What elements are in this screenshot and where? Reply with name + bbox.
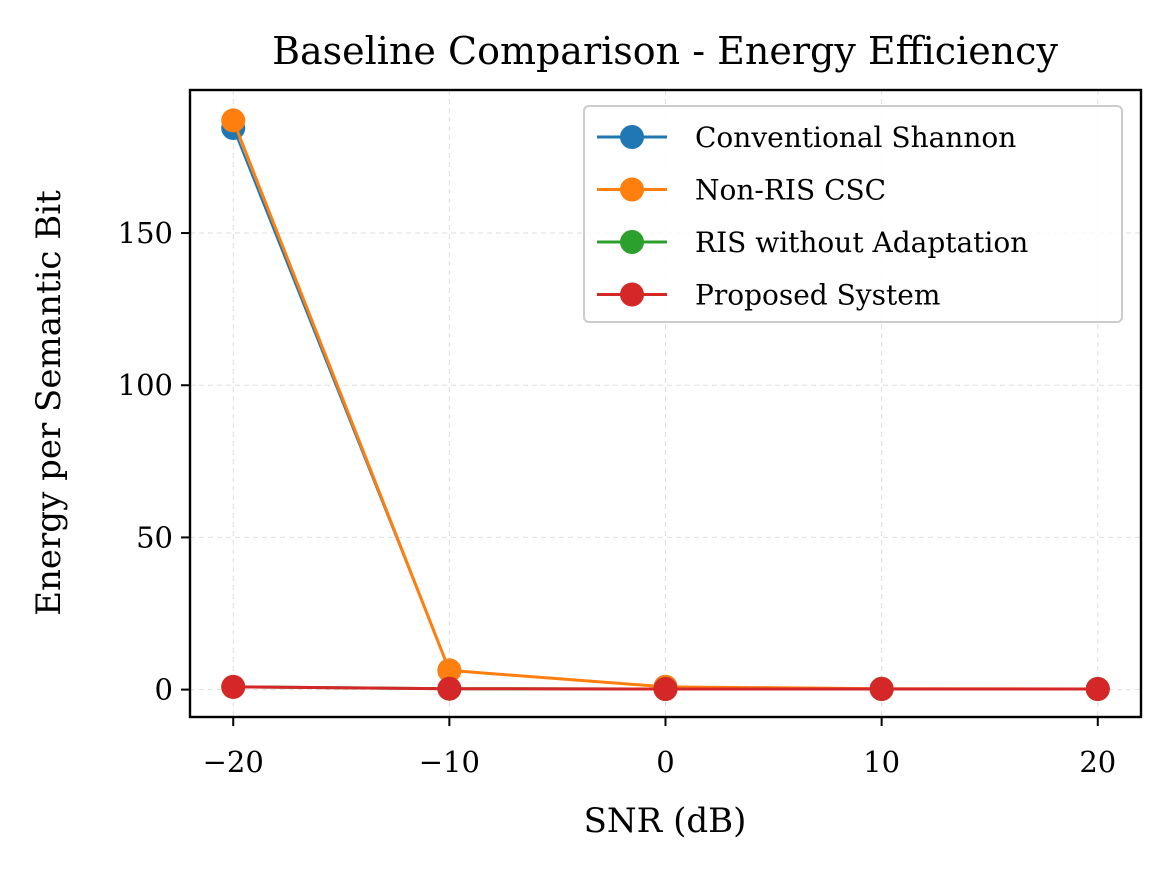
legend-entry: RIS without Adaptation [597,226,1028,259]
data-point [1085,676,1110,701]
legend-marker [620,177,644,202]
x-axis: −20 −10 0 10 20 [203,717,1116,779]
x-tick-label: −20 [203,745,264,779]
legend-label: Proposed System [695,279,940,312]
y-tick-label: 100 [118,368,173,402]
x-tick-label: 0 [656,745,674,779]
series-proposed-system [221,674,1110,701]
data-point [653,676,678,701]
legend: Conventional Shannon Non-RIS CSC RIS witho… [583,105,1123,323]
y-axis-label: Energy per Semantic Bit [29,190,69,616]
legend-marker [620,230,644,254]
data-point [221,674,246,699]
legend-frame [583,105,1123,323]
series-layer [221,108,1110,701]
x-tick-label: −10 [419,745,480,779]
legend-entry: Proposed System [597,279,940,312]
data-point [437,676,462,701]
chart-title: Baseline Comparison - Energy Efficiency [272,29,1058,73]
legend-label: RIS without Adaptation [695,226,1028,259]
legend-label: Conventional Shannon [695,121,1016,154]
x-tick-label: 20 [1079,745,1116,779]
legend-marker [620,125,644,149]
y-tick-label: 0 [155,673,173,707]
data-point [221,108,246,133]
y-axis: 0 50 100 150 [118,216,190,707]
data-point [437,658,462,683]
x-tick-label: 10 [863,745,900,779]
legend-label: Non-RIS CSC [695,174,886,207]
y-tick-label: 150 [118,216,173,250]
legend-marker [620,282,644,307]
data-point [869,676,894,701]
y-tick-label: 50 [136,520,173,554]
x-axis-label: SNR (dB) [584,801,747,841]
legend-entry: Non-RIS CSC [597,174,886,207]
legend-entry: Conventional Shannon [597,121,1016,154]
